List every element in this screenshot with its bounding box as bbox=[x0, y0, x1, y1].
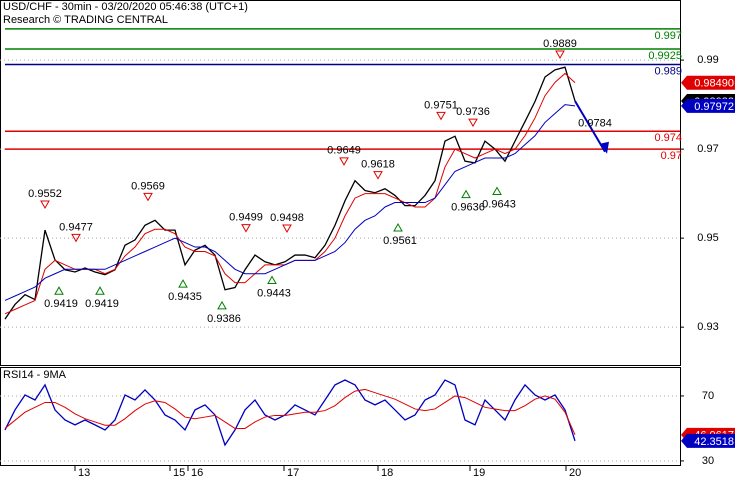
series-line bbox=[4, 379, 576, 447]
high-label: 0.9889 bbox=[543, 38, 577, 50]
high-marker bbox=[373, 171, 383, 180]
low-label: 0.9561 bbox=[383, 235, 417, 247]
high-label: 0.9569 bbox=[131, 180, 165, 192]
series-line bbox=[4, 66, 576, 320]
low-marker bbox=[95, 286, 105, 295]
x-tick-label: 17 bbox=[287, 467, 299, 479]
high-marker bbox=[241, 224, 251, 233]
high-marker bbox=[40, 200, 50, 210]
low-marker bbox=[461, 189, 471, 199]
rsi-title: RSI14 - 9MA bbox=[3, 369, 67, 381]
target-label: 0.9784 bbox=[578, 118, 612, 130]
level-label: 0.97 bbox=[661, 150, 682, 162]
high-label: 0.9649 bbox=[327, 145, 361, 157]
x-tick-label: 13 bbox=[78, 467, 90, 479]
low-marker bbox=[54, 286, 64, 295]
low-marker bbox=[492, 186, 502, 195]
price-marker-label: 0.98490 bbox=[694, 78, 734, 90]
chart-subtitle: Research © TRADING CENTRAL bbox=[3, 14, 168, 26]
x-tick-label: 19 bbox=[473, 467, 485, 479]
x-tick-label: 20 bbox=[569, 467, 581, 479]
high-marker bbox=[339, 157, 349, 166]
low-label: 0.9636 bbox=[451, 202, 485, 214]
low-label: 0.9386 bbox=[207, 313, 241, 325]
level-label: 0.989 bbox=[654, 65, 682, 77]
high-marker bbox=[555, 50, 565, 59]
x-tick-label: 18 bbox=[381, 467, 393, 479]
high-marker bbox=[282, 224, 292, 234]
low-marker bbox=[267, 275, 277, 285]
price-marker-label: 42.3518 bbox=[694, 436, 734, 448]
price-panel bbox=[0, 0, 681, 366]
series-line bbox=[4, 388, 576, 436]
level-label: 0.9925 bbox=[648, 50, 682, 62]
forecast-arrowhead bbox=[600, 141, 609, 154]
low-marker bbox=[178, 279, 188, 288]
high-label: 0.9618 bbox=[361, 159, 395, 171]
price-marker-label: 0.97972 bbox=[694, 101, 734, 113]
high-label: 0.9751 bbox=[424, 99, 458, 111]
low-label: 0.9419 bbox=[85, 298, 119, 310]
chart-title: USD/CHF - 30min - 03/20/2020 05:46:38 (U… bbox=[3, 1, 248, 13]
x-tick-label: 15 bbox=[173, 467, 185, 479]
level-label: 0.974 bbox=[654, 132, 682, 144]
low-marker bbox=[393, 222, 403, 232]
high-marker bbox=[436, 111, 446, 121]
low-label: 0.9419 bbox=[44, 298, 78, 310]
high-marker bbox=[468, 118, 478, 128]
high-label: 0.9498 bbox=[270, 212, 304, 224]
high-label: 0.9736 bbox=[456, 106, 490, 118]
low-label: 0.9443 bbox=[257, 287, 291, 299]
forecast-arrow bbox=[574, 100, 606, 153]
y-tick-label: 70 bbox=[702, 390, 714, 402]
y-tick-label: 0.95 bbox=[697, 232, 718, 244]
low-label: 0.9643 bbox=[482, 198, 516, 210]
high-label: 0.9499 bbox=[229, 211, 263, 223]
price-marker bbox=[681, 75, 735, 90]
high-label: 0.9477 bbox=[59, 221, 93, 233]
price-marker bbox=[681, 433, 735, 448]
high-marker bbox=[71, 233, 81, 243]
level-label: 0.997 bbox=[654, 30, 682, 42]
price-marker bbox=[681, 98, 735, 113]
low-label: 0.9435 bbox=[168, 291, 202, 303]
low-marker bbox=[217, 300, 227, 310]
y-tick-label: 0.99 bbox=[697, 54, 718, 66]
y-tick-label: 0.93 bbox=[697, 321, 718, 333]
y-tick-label: 30 bbox=[702, 455, 714, 467]
y-tick-label: 0.97 bbox=[697, 143, 718, 155]
x-tick-label: 16 bbox=[191, 467, 203, 479]
series-line bbox=[4, 104, 576, 301]
high-label: 0.9552 bbox=[28, 188, 62, 200]
high-marker bbox=[143, 192, 153, 202]
